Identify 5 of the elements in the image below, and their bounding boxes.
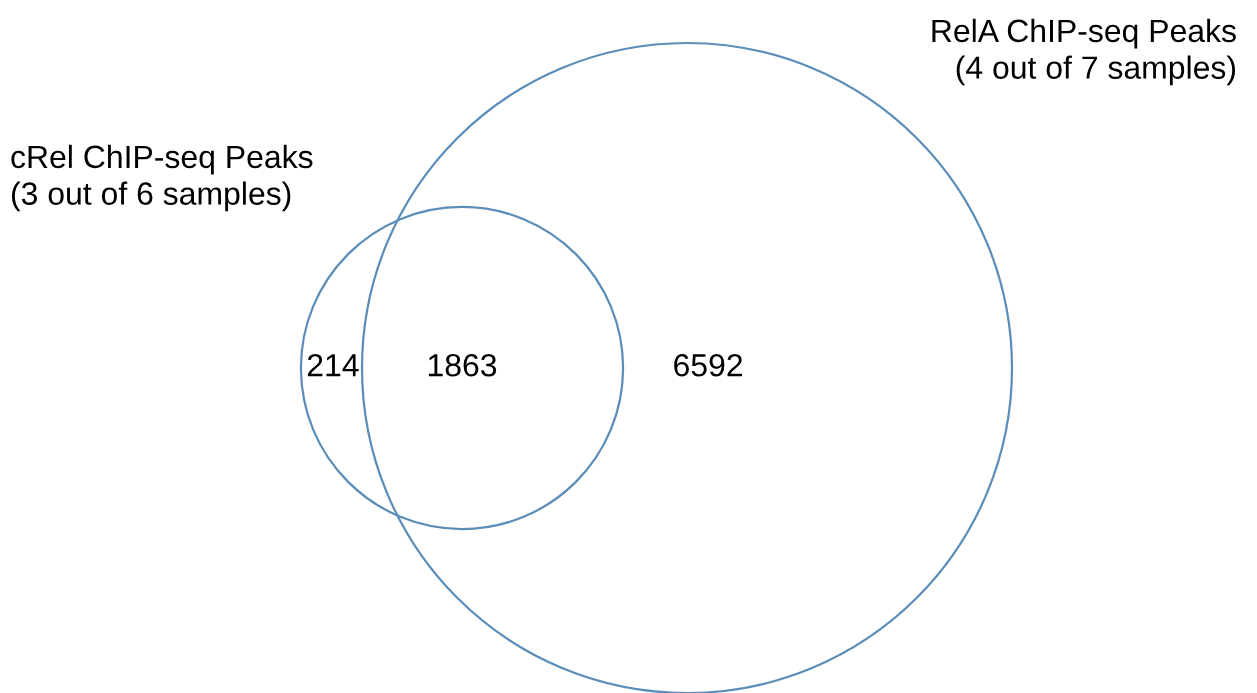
- data-label: 6592: [674, 353, 743, 377]
- text: cRel ChIP-seq Peaks (3 out of 6 samples): [11, 144, 313, 212]
- data-label: 214: [307, 353, 359, 377]
- data-label: 1863: [428, 353, 497, 377]
- text: RelA ChIP-seq Peaks (4 out of 7 samples): [932, 18, 1236, 86]
